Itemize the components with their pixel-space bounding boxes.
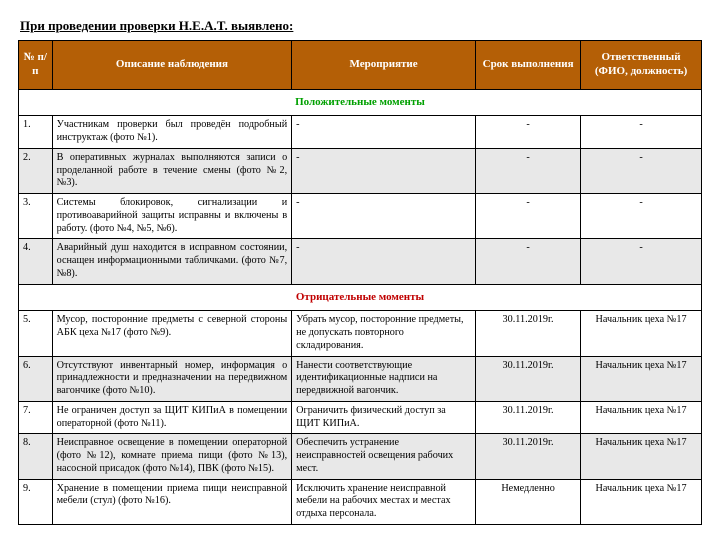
table-row: 8.Неисправное освещение в помещении опер… xyxy=(19,434,702,479)
section-label: Отрицательные моменты xyxy=(19,284,702,311)
col-date: Срок выполнения xyxy=(476,41,581,90)
cell-action: Исключить хранение неисправной мебели на… xyxy=(292,479,476,524)
cell-num: 3. xyxy=(19,194,53,239)
table-row: 2.В оперативных журналах выполняются зап… xyxy=(19,148,702,193)
cell-date: 30.11.2019г. xyxy=(476,311,581,356)
cell-date: - xyxy=(476,239,581,284)
cell-date: 30.11.2019г. xyxy=(476,434,581,479)
cell-action: Убрать мусор, посторонние предметы, не д… xyxy=(292,311,476,356)
cell-desc: Неисправное освещение в помещении операт… xyxy=(52,434,292,479)
table-row: 4.Аварийный душ находится в исправном со… xyxy=(19,239,702,284)
col-num: № п/п xyxy=(19,41,53,90)
cell-resp: - xyxy=(581,148,702,193)
table-header-row: № п/п Описание наблюдения Мероприятие Ср… xyxy=(19,41,702,90)
cell-action: - xyxy=(292,239,476,284)
section-row: Отрицательные моменты xyxy=(19,284,702,311)
table-row: 6.Отсутствуют инвентарный номер, информа… xyxy=(19,356,702,401)
cell-num: 6. xyxy=(19,356,53,401)
table-row: 3.Системы блокировок, сигнализации и про… xyxy=(19,194,702,239)
cell-date: 30.11.2019г. xyxy=(476,401,581,434)
cell-num: 7. xyxy=(19,401,53,434)
cell-resp: - xyxy=(581,194,702,239)
cell-date: - xyxy=(476,116,581,149)
cell-resp: Начальник цеха №17 xyxy=(581,311,702,356)
table-row: 5.Мусор, посторонние предметы с северной… xyxy=(19,311,702,356)
cell-action: Ограничить физический доступ за ЩИТ КИПи… xyxy=(292,401,476,434)
col-action: Мероприятие xyxy=(292,41,476,90)
cell-desc: В оперативных журналах выполняются запис… xyxy=(52,148,292,193)
cell-num: 5. xyxy=(19,311,53,356)
cell-resp: Начальник цеха №17 xyxy=(581,401,702,434)
cell-resp: - xyxy=(581,116,702,149)
cell-desc: Аварийный душ находится в исправном сост… xyxy=(52,239,292,284)
cell-action: Нанести соответствующие идентификационны… xyxy=(292,356,476,401)
cell-desc: Мусор, посторонние предметы с северной с… xyxy=(52,311,292,356)
cell-desc: Не ограничен доступ за ЩИТ КИПиА в помещ… xyxy=(52,401,292,434)
table-row: 9.Хранение в помещении приема пищи неисп… xyxy=(19,479,702,524)
cell-date: - xyxy=(476,194,581,239)
col-resp: Ответственный (ФИО, должность) xyxy=(581,41,702,90)
section-row: Положительные моменты xyxy=(19,89,702,116)
cell-date: Немедленно xyxy=(476,479,581,524)
table-row: 1.Участникам проверки был проведён подро… xyxy=(19,116,702,149)
cell-action: Обеспечить устранение неисправностей осв… xyxy=(292,434,476,479)
cell-resp: Начальник цеха №17 xyxy=(581,479,702,524)
cell-num: 4. xyxy=(19,239,53,284)
cell-num: 2. xyxy=(19,148,53,193)
cell-action: - xyxy=(292,194,476,239)
cell-resp: Начальник цеха №17 xyxy=(581,434,702,479)
cell-date: - xyxy=(476,148,581,193)
cell-desc: Отсутствуют инвентарный номер, информаци… xyxy=(52,356,292,401)
col-desc: Описание наблюдения xyxy=(52,41,292,90)
cell-action: - xyxy=(292,116,476,149)
table-row: 7.Не ограничен доступ за ЩИТ КИПиА в пом… xyxy=(19,401,702,434)
cell-desc: Участникам проверки был проведён подробн… xyxy=(52,116,292,149)
cell-date: 30.11.2019г. xyxy=(476,356,581,401)
page-title: При проведении проверки H.E.A.T. выявлен… xyxy=(18,18,702,34)
cell-desc: Хранение в помещении приема пищи неиспра… xyxy=(52,479,292,524)
cell-resp: - xyxy=(581,239,702,284)
section-label: Положительные моменты xyxy=(19,89,702,116)
cell-num: 9. xyxy=(19,479,53,524)
cell-action: - xyxy=(292,148,476,193)
cell-desc: Системы блокировок, сигнализации и проти… xyxy=(52,194,292,239)
cell-num: 8. xyxy=(19,434,53,479)
cell-num: 1. xyxy=(19,116,53,149)
cell-resp: Начальник цеха №17 xyxy=(581,356,702,401)
findings-table: № п/п Описание наблюдения Мероприятие Ср… xyxy=(18,40,702,525)
